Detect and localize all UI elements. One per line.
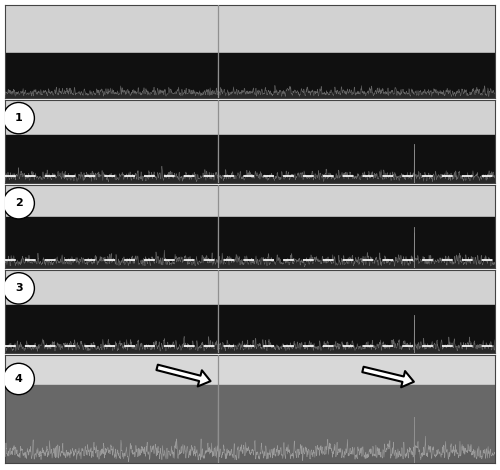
Ellipse shape	[3, 102, 34, 134]
Text: 4: 4	[15, 374, 22, 384]
Ellipse shape	[3, 363, 34, 395]
Ellipse shape	[3, 188, 34, 219]
Bar	[5, 217, 495, 268]
Ellipse shape	[3, 273, 34, 304]
Text: 2: 2	[15, 198, 22, 208]
Bar	[5, 385, 495, 463]
Bar	[5, 135, 495, 183]
Bar	[5, 53, 495, 98]
Text: 1: 1	[15, 113, 22, 123]
Text: 3: 3	[15, 283, 22, 293]
Bar	[5, 305, 495, 353]
